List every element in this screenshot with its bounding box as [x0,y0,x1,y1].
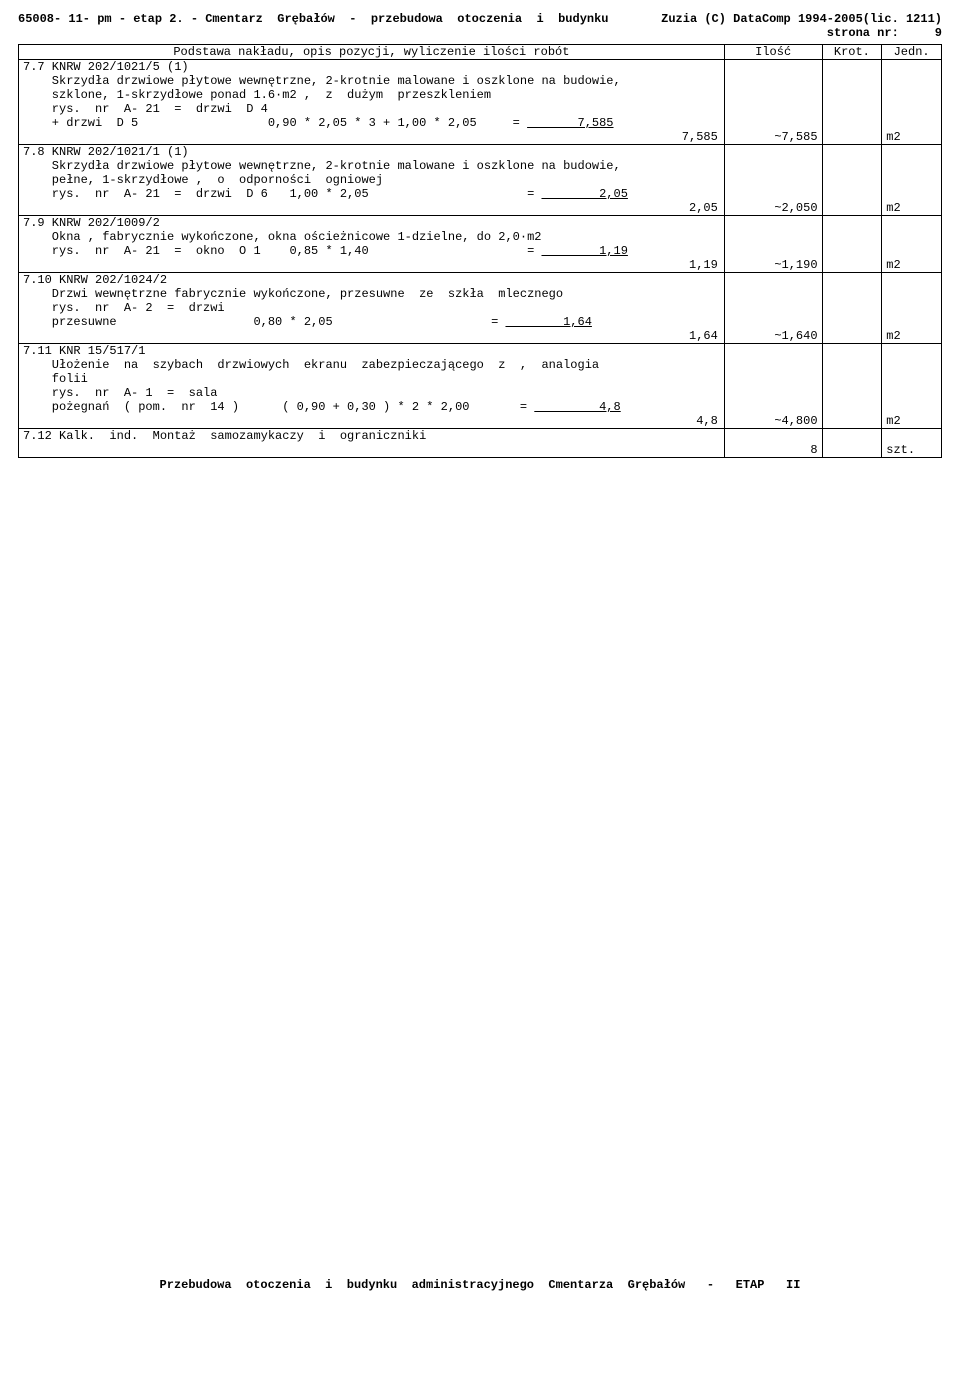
col-header-jedn: Jedn. [882,45,942,60]
krot-cell [822,60,882,145]
header-right: Zuzia (C) DataComp 1994-2005(lic. 1211) [661,12,942,26]
jedn-cell: m2 [882,216,942,273]
jedn-cell: m2 [882,145,942,216]
doc-header-line1: 65008- 11- pm - etap 2. - Cmentarz Gręba… [18,12,942,26]
page-number: 9 [935,26,942,40]
ilosc-cell: ~4,800 [724,344,822,429]
table-row: 7.11 KNR 15/517/1 Ułożenie na szybach dr… [19,344,942,429]
sum-value: 7,585 [23,130,720,144]
desc-cell: 7.12 Kalk. ind. Montaż samozamykaczy i o… [19,429,725,458]
ilosc-cell: 8 [724,429,822,458]
sum-value: 4,8 [23,414,720,428]
sum-value: 1,19 [23,258,720,272]
col-header-ilosc: Ilość [724,45,822,60]
ilosc-cell: ~7,585 [724,60,822,145]
sum-value: 1,64 [23,329,720,343]
ilosc-cell: ~1,190 [724,216,822,273]
table-row: 7.8 KNRW 202/1021/1 (1) Skrzydła drzwiow… [19,145,942,216]
desc-cell: 7.11 KNR 15/517/1 Ułożenie na szybach dr… [19,344,725,429]
header-left: 65008- 11- pm - etap 2. - Cmentarz Gręba… [18,12,609,26]
jedn-cell: szt. [882,429,942,458]
krot-cell [822,145,882,216]
ilosc-cell: ~1,640 [724,273,822,344]
doc-footer: Przebudowa otoczenia i budynku administr… [18,1278,942,1292]
page-label: strona nr: [827,26,899,40]
calc-value: 4,8 [534,400,620,414]
sum-value: 2,05 [23,201,720,215]
table-row: 7.12 Kalk. ind. Montaż samozamykaczy i o… [19,429,942,458]
doc-header-line2: strona nr: 9 [18,26,942,40]
col-header-desc: Podstawa nakładu, opis pozycji, wyliczen… [19,45,725,60]
jedn-cell: m2 [882,273,942,344]
table-header-row: Podstawa nakładu, opis pozycji, wyliczen… [19,45,942,60]
jedn-cell: m2 [882,60,942,145]
krot-cell [822,344,882,429]
krot-cell [822,429,882,458]
krot-cell [822,273,882,344]
table-row: 7.10 KNRW 202/1024/2 Drzwi wewnętrzne fa… [19,273,942,344]
desc-cell: 7.8 KNRW 202/1021/1 (1) Skrzydła drzwiow… [19,145,725,216]
calc-value: 1,19 [541,244,627,258]
cost-table: Podstawa nakładu, opis pozycji, wyliczen… [18,44,942,458]
table-body: 7.7 KNRW 202/1021/5 (1) Skrzydła drzwiow… [19,60,942,458]
calc-value: 1,64 [505,315,591,329]
jedn-cell: m2 [882,344,942,429]
table-row: 7.7 KNRW 202/1021/5 (1) Skrzydła drzwiow… [19,60,942,145]
calc-value: 7,585 [527,116,613,130]
krot-cell [822,216,882,273]
col-header-krot: Krot. [822,45,882,60]
desc-cell: 7.9 KNRW 202/1009/2 Okna , fabrycznie wy… [19,216,725,273]
desc-cell: 7.10 KNRW 202/1024/2 Drzwi wewnętrzne fa… [19,273,725,344]
calc-value: 2,05 [541,187,627,201]
ilosc-cell: ~2,050 [724,145,822,216]
desc-cell: 7.7 KNRW 202/1021/5 (1) Skrzydła drzwiow… [19,60,725,145]
table-row: 7.9 KNRW 202/1009/2 Okna , fabrycznie wy… [19,216,942,273]
